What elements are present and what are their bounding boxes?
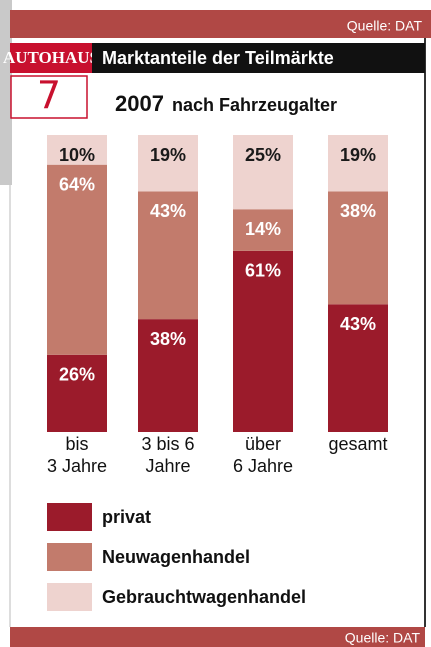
legend-label: Neuwagenhandel (102, 547, 250, 567)
source: Quelle: DAT (345, 630, 421, 646)
data-label: 26% (59, 365, 95, 385)
data-label: 38% (150, 329, 186, 349)
legend-swatch (47, 503, 92, 531)
data-label: 25% (245, 145, 281, 165)
logo-brand: AUTOHAUS (3, 48, 99, 67)
legend-swatch (47, 543, 92, 571)
data-label: 64% (59, 174, 95, 194)
subtitle-year: 2007 (115, 91, 164, 116)
data-label: 14% (245, 219, 281, 239)
legend-swatch (47, 583, 92, 611)
page: {"chart_data": {"type": "stacked_bar", "… (0, 0, 431, 647)
data-label: 43% (150, 201, 186, 221)
logo-issue: 7 (37, 74, 61, 118)
x-tick-label: 3 bis 6 Jahre (118, 433, 218, 477)
legend-label: privat (102, 507, 151, 527)
subtitle: nach Fahrzeugalter (172, 95, 337, 115)
x-tick-label: bis 3 Jahre (27, 433, 127, 477)
data-label: 19% (150, 145, 186, 165)
legend-label: Gebrauchtwagenhandel (102, 587, 306, 607)
data-label: 19% (340, 145, 376, 165)
data-label: 61% (245, 261, 281, 281)
data-label: 38% (340, 201, 376, 221)
source: Quelle: DAT (347, 18, 423, 34)
chart-title: Marktanteile der Teilmärkte (102, 48, 334, 68)
x-tick-label: über 6 Jahre (213, 433, 313, 477)
data-label: 10% (59, 145, 95, 165)
x-tick-label: gesamt (308, 433, 408, 455)
chart: Quelle: DAT AUTOHAUS Marktanteile der Te… (0, 0, 431, 647)
data-label: 43% (340, 314, 376, 334)
